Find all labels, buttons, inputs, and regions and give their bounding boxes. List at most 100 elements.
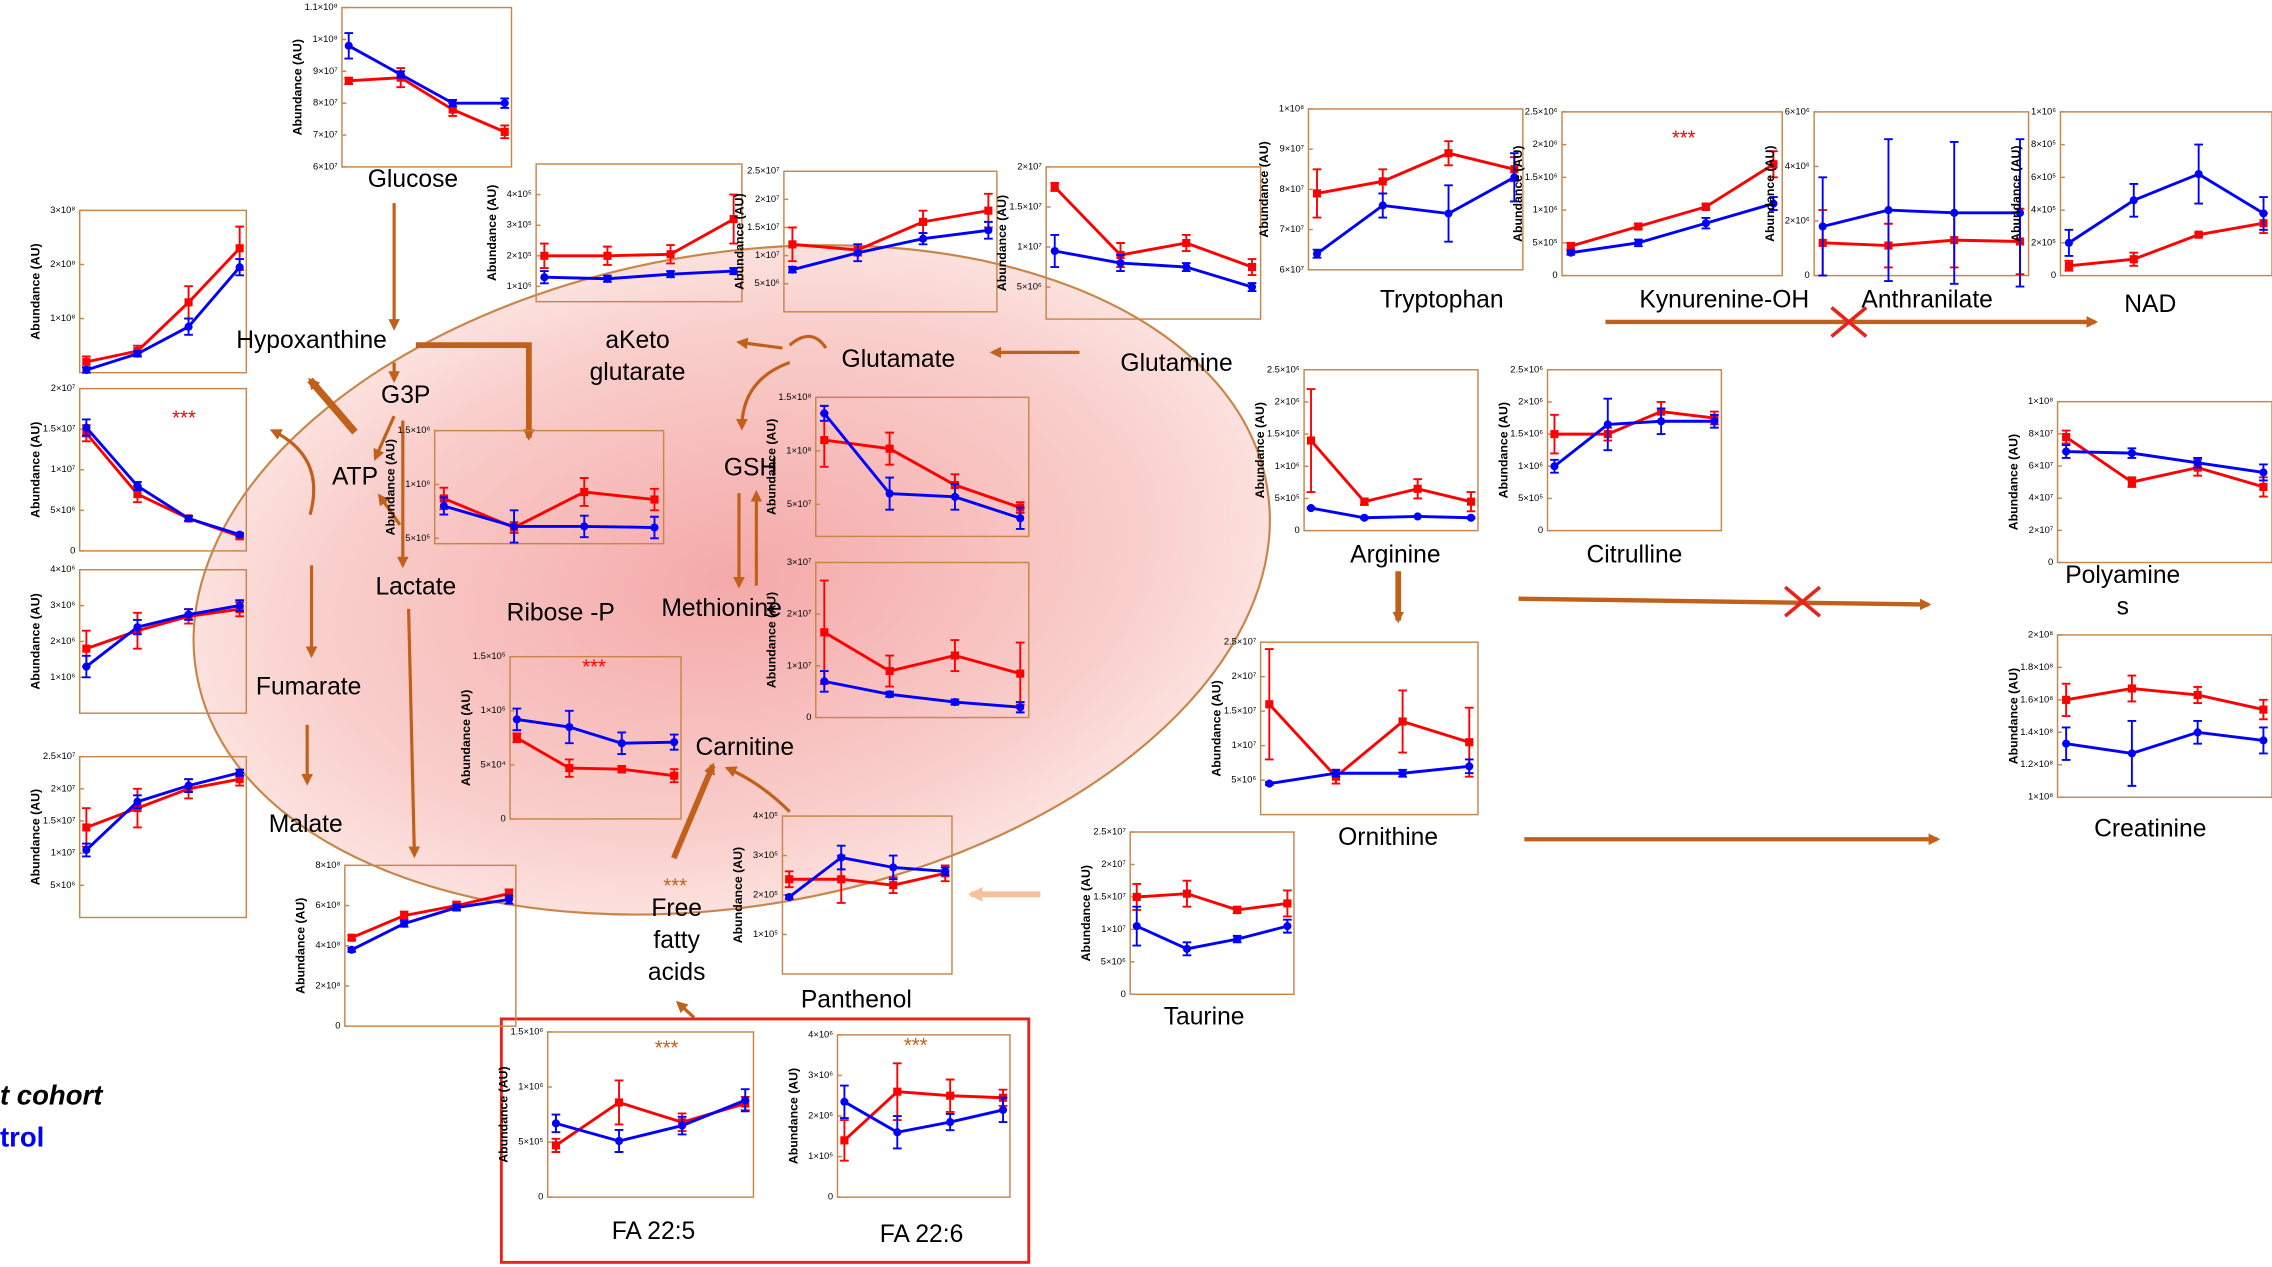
series-line — [556, 1102, 745, 1145]
y-tick-label: 2×10⁵ — [753, 889, 778, 900]
point — [580, 522, 588, 530]
point — [1465, 738, 1473, 746]
y-tick-label: 5×10⁶ — [1231, 774, 1256, 785]
y-axis-label: Abundance (AU) — [1257, 141, 1271, 237]
point — [893, 1088, 901, 1096]
mini-chart: 1×10⁸1.2×10⁸1.4×10⁸1.6×10⁸1.8×10⁸2×10⁸Ab… — [2006, 628, 2272, 801]
point — [552, 1141, 560, 1149]
y-tick-label: 0 — [1552, 269, 1557, 280]
point — [133, 623, 141, 631]
point — [510, 522, 518, 530]
point — [618, 739, 626, 747]
y-tick-label: 1×10⁷ — [1232, 739, 1257, 750]
point — [2259, 736, 2267, 744]
y-tick-label: 1.5×10⁷ — [747, 221, 780, 232]
y-tick-label: 4×10⁶ — [50, 563, 75, 574]
point — [1051, 247, 1059, 255]
point — [984, 207, 992, 215]
pathway-node: GSH — [707, 452, 794, 484]
y-axis-label: Abundance (AU) — [28, 243, 42, 339]
point — [1182, 239, 1190, 247]
page: {"chart_data":[ {"type":"line","title":"… — [0, 0, 2272, 1267]
y-tick-label: 2×10⁷ — [51, 782, 76, 793]
y-tick-label: 1.1×10⁸ — [305, 1, 338, 12]
point — [82, 663, 90, 671]
y-axis-label: Abundance (AU) — [291, 39, 305, 135]
significance: *** — [904, 1035, 928, 1057]
series-line — [86, 433, 239, 536]
point — [1379, 177, 1387, 185]
y-tick-label: 2×10⁸ — [315, 979, 340, 990]
y-axis-label: Abundance (AU) — [2006, 434, 2020, 530]
pathway-node: Carnitine — [680, 732, 810, 764]
series-line — [86, 779, 239, 827]
point — [345, 77, 353, 85]
point — [1467, 498, 1475, 506]
chart-title: Taurine — [1132, 1002, 1277, 1034]
point — [666, 270, 674, 278]
point — [788, 240, 796, 248]
y-tick-label: 1.5×10⁷ — [1224, 705, 1257, 716]
point — [1183, 890, 1191, 898]
chart-title-box: Glutamine — [1090, 348, 1264, 420]
y-tick-label: 5×10⁵ — [1533, 236, 1558, 247]
plot-frame — [1130, 832, 1294, 994]
point — [603, 252, 611, 260]
y-tick-label: 1.4×10⁸ — [2020, 726, 2053, 737]
point — [513, 715, 521, 723]
point — [513, 734, 521, 742]
point — [889, 881, 897, 889]
point — [951, 651, 959, 659]
point — [893, 1128, 901, 1136]
point — [82, 823, 90, 831]
series-line — [349, 78, 505, 132]
point — [1567, 249, 1575, 257]
y-tick-label: 1.5×10⁸ — [778, 391, 811, 402]
point — [236, 531, 244, 539]
point — [82, 846, 90, 854]
point — [236, 263, 244, 271]
y-tick-label: 1×10⁵ — [481, 704, 506, 715]
point — [1016, 670, 1024, 678]
point — [670, 738, 678, 746]
point — [1444, 149, 1452, 157]
point — [650, 523, 658, 531]
pathway-node: ATP — [312, 461, 399, 493]
y-tick-label: 5×10⁶ — [50, 504, 75, 515]
point — [1657, 417, 1665, 425]
y-tick-label: 1.5×10⁶ — [1267, 428, 1300, 439]
y-tick-label: 2×10⁷ — [1017, 160, 1042, 171]
pathway-node-box: Malate — [248, 809, 364, 925]
y-tick-label: 3×10⁵ — [507, 219, 532, 230]
chart-title-box: Creatinine — [2063, 813, 2237, 885]
point — [946, 1092, 954, 1100]
series-line — [86, 428, 239, 535]
series-line — [86, 267, 239, 370]
point — [889, 863, 897, 871]
series-line — [1269, 704, 1469, 776]
point — [820, 677, 828, 685]
point — [1265, 780, 1273, 788]
chart-title: Citrulline — [1548, 539, 1722, 571]
significance: *** — [582, 657, 606, 679]
point — [999, 1106, 1007, 1114]
chart-title-box: Glutamate — [811, 344, 985, 416]
point — [2062, 433, 2070, 441]
y-tick-label: 0 — [1295, 524, 1300, 535]
y-tick-label: 1.5×10⁶ — [1510, 428, 1543, 439]
y-tick-label: 8×10⁷ — [313, 97, 338, 108]
point — [2128, 684, 2136, 692]
y-tick-label: 2×10⁶ — [1785, 215, 1810, 226]
point — [984, 226, 992, 234]
y-tick-label: 5×10⁵ — [405, 532, 430, 543]
point — [133, 490, 141, 498]
point — [345, 42, 353, 50]
series-line — [2066, 452, 2263, 473]
point — [2259, 468, 2267, 476]
y-tick-label: 0 — [70, 544, 75, 555]
point — [2062, 740, 2070, 748]
y-tick-label: 8×10⁵ — [2031, 138, 2056, 149]
y-tick-label: 3×10⁵ — [753, 849, 778, 860]
plot-frame — [80, 757, 247, 918]
series-line — [2066, 689, 2263, 710]
